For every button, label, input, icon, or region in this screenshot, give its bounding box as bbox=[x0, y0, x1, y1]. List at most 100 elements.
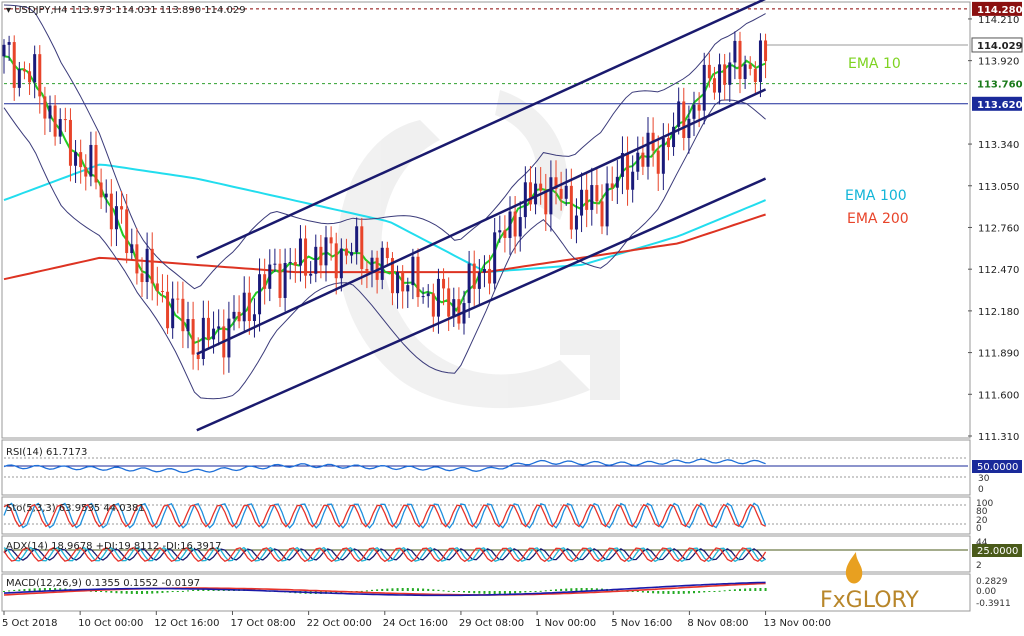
candle-body bbox=[334, 243, 338, 279]
x-tick-label: 5 Oct 2018 bbox=[2, 618, 57, 629]
macd-histogram-bar bbox=[667, 591, 670, 594]
channel-line-0 bbox=[196, 0, 766, 259]
sto-signal-line bbox=[3, 503, 766, 528]
macd-histogram-bar bbox=[442, 590, 445, 592]
candle-body bbox=[544, 190, 548, 215]
macd-histogram-bar bbox=[739, 588, 742, 591]
macd-histogram-bar bbox=[478, 591, 481, 594]
candle-body bbox=[22, 69, 26, 72]
rsi-panel bbox=[1, 439, 971, 496]
macd-histogram-bar bbox=[549, 589, 552, 591]
macd-histogram-bar bbox=[636, 591, 639, 592]
candle-body bbox=[723, 64, 727, 85]
candle-body bbox=[661, 138, 665, 174]
macd-histogram-bar bbox=[166, 591, 169, 593]
x-tick-label: 10 Oct 00:00 bbox=[78, 618, 143, 629]
candle-body bbox=[539, 183, 543, 191]
candle-body bbox=[707, 64, 711, 79]
candle-body bbox=[574, 215, 578, 230]
candle-body bbox=[728, 62, 732, 85]
macd-histogram-bar bbox=[754, 588, 757, 591]
macd-histogram-bar bbox=[539, 590, 542, 592]
macd-histogram-bar bbox=[631, 591, 634, 592]
x-tick-label: 29 Oct 08:00 bbox=[459, 618, 524, 629]
candle-body bbox=[406, 285, 410, 292]
macd-histogram-bar bbox=[437, 589, 440, 591]
macd-histogram-bar bbox=[135, 591, 138, 594]
macd-histogram-bar bbox=[565, 588, 568, 591]
candle-body bbox=[534, 183, 538, 205]
x-tick-label: 24 Oct 16:00 bbox=[383, 618, 448, 629]
candle-body bbox=[447, 288, 451, 317]
macd-histogram-bar bbox=[452, 591, 455, 592]
rsi-label: RSI(14) 61.7173 bbox=[6, 447, 87, 458]
candle-body bbox=[605, 183, 609, 227]
y-tick-label: 113.050 bbox=[978, 182, 1019, 193]
candle-body bbox=[631, 171, 635, 190]
candle-body bbox=[304, 238, 308, 276]
macd-histogram-bar bbox=[555, 589, 558, 591]
macd-histogram-bar bbox=[708, 591, 711, 592]
y-tick-label: 111.310 bbox=[978, 432, 1019, 443]
macd-histogram-bar bbox=[54, 588, 57, 591]
macd-histogram-bar bbox=[105, 591, 108, 593]
macd-histogram-bar bbox=[473, 591, 476, 594]
candle-body bbox=[293, 262, 297, 266]
macd-histogram-bar bbox=[687, 591, 690, 594]
candle-body bbox=[145, 248, 149, 283]
flame-icon bbox=[845, 552, 863, 584]
candle-body bbox=[43, 96, 47, 119]
x-tick-label: 17 Oct 08:00 bbox=[230, 618, 295, 629]
macd-histogram-bar bbox=[18, 589, 21, 591]
y-tick-label: 113.340 bbox=[978, 140, 1019, 151]
candle-body bbox=[242, 292, 246, 322]
candle-body bbox=[436, 278, 440, 317]
candle-body bbox=[666, 138, 670, 148]
macd-histogram-bar bbox=[13, 589, 16, 591]
channel-line-2 bbox=[196, 177, 767, 432]
macd-histogram-bar bbox=[764, 588, 767, 591]
subpanel-lines bbox=[3, 457, 968, 597]
candle-body bbox=[206, 317, 210, 340]
macd-histogram-bar bbox=[447, 590, 450, 592]
candles bbox=[2, 31, 768, 375]
x-tick-label: 5 Nov 16:00 bbox=[611, 618, 672, 629]
candle-body bbox=[181, 298, 185, 332]
candle-body bbox=[411, 256, 415, 286]
macd-histogram-bar bbox=[733, 589, 736, 591]
macd-histogram-bar bbox=[176, 591, 179, 592]
candle-body bbox=[712, 78, 716, 93]
candle-body bbox=[559, 188, 563, 199]
candle-body bbox=[7, 42, 11, 45]
macd-histogram-bar bbox=[3, 591, 5, 592]
macd-histogram-bar bbox=[130, 591, 133, 594]
macd-histogram-bar bbox=[115, 591, 118, 594]
candle-body bbox=[53, 105, 57, 137]
macd-histogram-bar bbox=[33, 588, 36, 591]
candle-body bbox=[33, 54, 37, 83]
macd-histogram-bar bbox=[498, 591, 501, 594]
macd-histogram-bar bbox=[672, 591, 675, 594]
candle-body bbox=[74, 152, 78, 166]
candle-body bbox=[288, 262, 292, 264]
price-badge-label: 114.280 bbox=[977, 5, 1023, 16]
candle-body bbox=[171, 298, 175, 329]
x-tick-label: 13 Nov 00:00 bbox=[764, 618, 831, 629]
adx-level-badge bbox=[972, 544, 1022, 557]
candle-body bbox=[426, 293, 430, 297]
candle-body bbox=[201, 317, 205, 360]
price-badge bbox=[971, 37, 1023, 53]
candle-body bbox=[237, 311, 241, 322]
candle-body bbox=[140, 273, 144, 283]
channel-line-1 bbox=[196, 88, 767, 356]
candle-body bbox=[130, 244, 134, 254]
candle-body bbox=[636, 152, 640, 172]
macd-histogram-bar bbox=[391, 588, 394, 591]
price-badge-label: 114.029 bbox=[977, 41, 1023, 52]
macd-histogram-bar bbox=[759, 588, 762, 591]
macd-histogram-bar bbox=[411, 588, 414, 591]
candle-body bbox=[258, 274, 262, 315]
candle-body bbox=[697, 104, 701, 111]
legend-ema200: EMA 200 bbox=[847, 211, 909, 227]
macd-histogram-bar bbox=[120, 591, 123, 594]
